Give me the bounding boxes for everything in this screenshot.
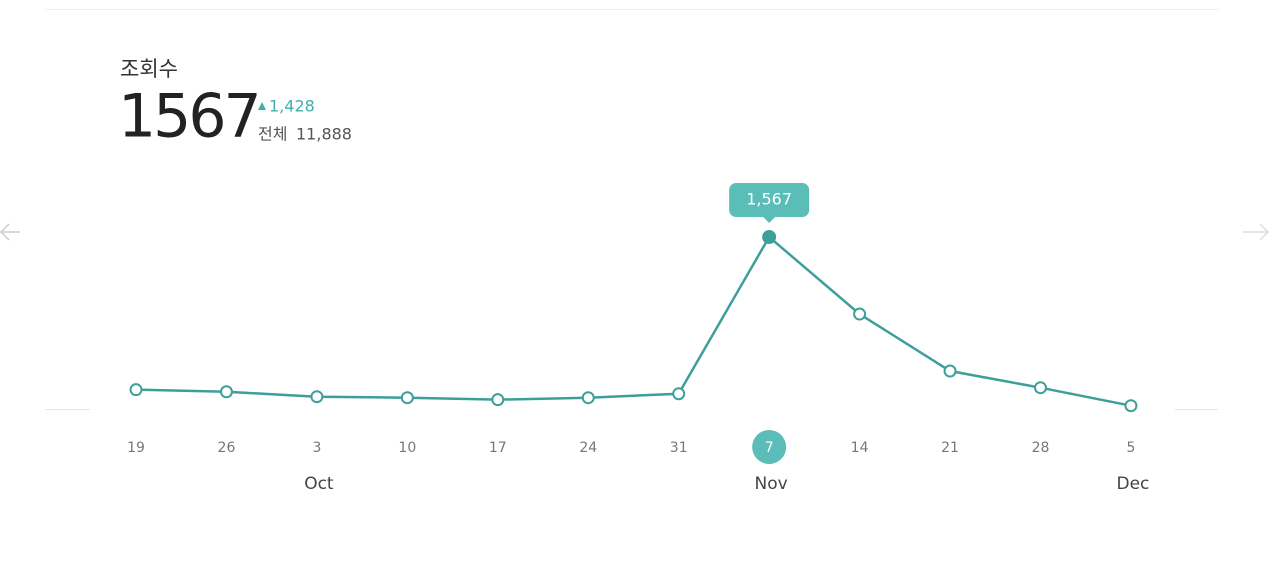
next-arrow[interactable] <box>1243 223 1270 241</box>
month-label: Oct <box>304 474 334 494</box>
x-tick-label: 19 <box>127 440 145 456</box>
next-arrow-icon[interactable] <box>1243 223 1270 241</box>
tooltip-label: 1,567 <box>746 190 792 209</box>
line <box>135 235 1132 407</box>
x-tick-label: 21 <box>941 440 959 456</box>
x-tick-label: 28 <box>1032 440 1050 456</box>
point <box>853 307 867 321</box>
metric-title: 조회수 <box>120 57 178 81</box>
total-value: 11,888 <box>296 125 352 144</box>
selected-day-badge <box>752 430 787 464</box>
up-icon <box>258 102 266 110</box>
x-tick-label: 26 <box>218 440 236 456</box>
metric-change: 1,428 <box>269 97 315 116</box>
total-prefix: 전체 <box>258 125 287 144</box>
x-tick-label: 7 <box>765 440 774 456</box>
point <box>491 393 505 407</box>
x-tick-label: 17 <box>489 440 507 456</box>
x-tick-label: 24 <box>579 440 597 456</box>
prev-arrow[interactable] <box>0 223 20 241</box>
point <box>581 391 595 405</box>
point <box>129 383 143 397</box>
point <box>400 391 414 405</box>
point <box>943 364 957 378</box>
x-tick-label: 10 <box>398 440 416 456</box>
tooltip <box>729 183 810 223</box>
x-tick-label: 14 <box>851 440 869 456</box>
prev-arrow-icon[interactable] <box>0 223 20 241</box>
x-tick-label: 5 <box>1126 440 1135 456</box>
metric-value: 1567 <box>118 82 259 152</box>
point <box>310 390 324 404</box>
month-label: Dec <box>1116 474 1149 494</box>
point <box>672 387 686 401</box>
point <box>219 385 233 399</box>
month-label: Nov <box>755 474 788 494</box>
x-tick-label: 31 <box>670 440 688 456</box>
point-selected <box>762 230 777 244</box>
x-tick-label: 3 <box>312 440 321 456</box>
point <box>1124 399 1138 413</box>
point <box>1034 381 1047 395</box>
